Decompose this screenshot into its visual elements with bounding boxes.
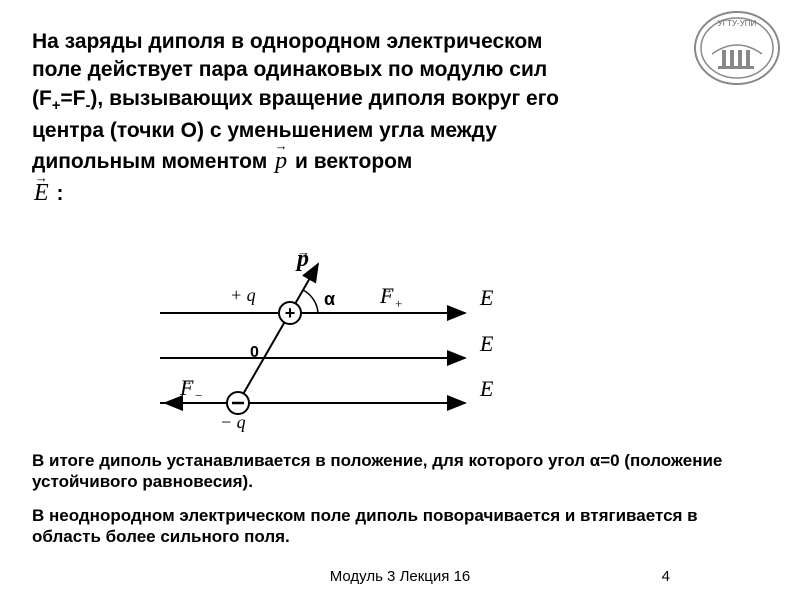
text-eq: =F: [60, 87, 85, 110]
after-p: и вектором: [295, 150, 412, 173]
after-e: :: [57, 182, 64, 205]
svg-text:→: →: [480, 288, 492, 302]
svg-text:− q: − q: [220, 412, 246, 432]
svg-text:→: →: [480, 334, 492, 348]
svg-text:+: +: [395, 296, 402, 311]
footer-module: Модуль 3 Лекция 16: [0, 568, 800, 585]
page-number: 4: [662, 568, 670, 585]
conclusion-paragraph-1: В итоге диполь устанавливается в положен…: [32, 450, 768, 493]
university-logo: УГТУ-УПИ: [692, 8, 782, 88]
svg-text:→: →: [297, 253, 310, 259]
dipole-diagram: E → E → E → p → α F → + + q 0 F → − − q …: [120, 253, 520, 443]
svg-text:−: −: [195, 388, 202, 403]
svg-text:УГТУ-УПИ: УГТУ-УПИ: [718, 19, 757, 28]
e-vector-symbol: →E: [32, 177, 51, 209]
svg-text:α: α: [324, 289, 335, 309]
svg-text:→: →: [181, 374, 193, 388]
svg-text:+: +: [285, 303, 296, 323]
svg-text:+ q: + q: [230, 285, 256, 305]
svg-text:→: →: [480, 379, 492, 393]
svg-text:0: 0: [250, 344, 259, 361]
p-vector-symbol: →p: [273, 145, 289, 177]
svg-text:→: →: [381, 282, 393, 296]
main-paragraph: На заряды диполя в однородном электричес…: [32, 28, 592, 210]
conclusion-paragraph-2: В неоднородном электрическом поле диполь…: [32, 505, 768, 548]
